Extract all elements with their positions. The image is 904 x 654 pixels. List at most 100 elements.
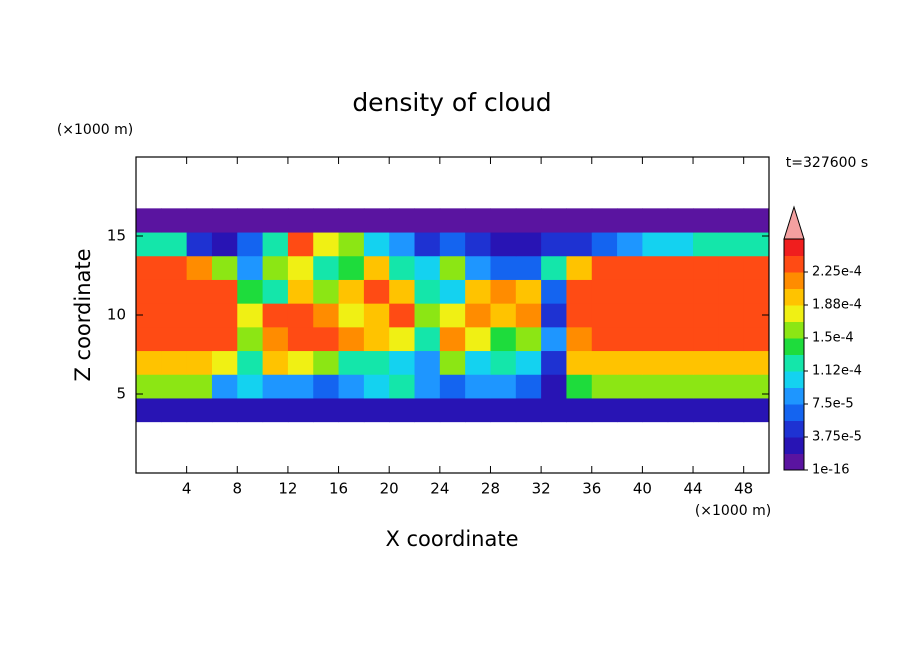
contour-cell (287, 303, 314, 328)
contour-cell (262, 397, 289, 423)
contour-cell (237, 326, 264, 352)
x-unit: (×1000 m) (695, 503, 771, 519)
contour-cell (693, 397, 719, 423)
contour-cell (566, 350, 593, 375)
contour-cell (465, 374, 491, 399)
colorbar-tick-label: 1e-16 (812, 463, 850, 478)
contour-cell (313, 279, 340, 304)
contour-cell (389, 208, 416, 233)
contour-cell (186, 279, 213, 304)
contour-cell (136, 350, 162, 375)
x-tick-label: 44 (683, 480, 702, 498)
contour-cell (465, 350, 491, 375)
contour-cell (389, 232, 416, 257)
contour-cell (743, 279, 770, 304)
contour-cell (515, 374, 542, 399)
contour-cell (693, 279, 719, 304)
contour-cell (287, 326, 314, 352)
contour-cell (237, 350, 264, 375)
contour-cell (237, 279, 264, 304)
colorbar-band (784, 420, 804, 438)
contour-cell (363, 374, 390, 399)
contour-cell (287, 232, 314, 257)
contour-cell (566, 232, 593, 257)
colorbar-band (784, 272, 804, 289)
contour-cell (439, 326, 466, 352)
contour-cell (136, 208, 162, 233)
contour-cell (515, 303, 542, 328)
contour-cell (693, 326, 719, 352)
contour-cell (161, 255, 188, 280)
contour-cell (490, 208, 517, 233)
contour-cell (718, 397, 745, 423)
contour-cell (211, 303, 238, 328)
time-label: t=327600 s (786, 155, 868, 171)
contour-cell (617, 397, 643, 423)
contour-cell (161, 208, 188, 233)
contour-cell (566, 326, 593, 352)
colorbar-band (784, 338, 804, 355)
contour-cell (338, 350, 365, 375)
contour-cell (693, 232, 719, 257)
contour-cell (693, 255, 719, 280)
contour-cell (591, 326, 618, 352)
contour-cell (591, 397, 618, 423)
y-tick-label: 5 (116, 385, 126, 403)
contour-cell (515, 350, 542, 375)
colorbar-frame (783, 238, 805, 471)
contour-cell (262, 326, 289, 352)
contour-cell (617, 374, 643, 399)
contour-cell (211, 232, 238, 257)
contour-cell (211, 397, 238, 423)
contour-cell (439, 232, 466, 257)
contour-cell (338, 397, 365, 423)
contour-cell (465, 326, 491, 352)
contour-cell (161, 279, 188, 304)
contour-cell (363, 279, 390, 304)
colorbar-band (784, 437, 804, 454)
contour-cell (617, 255, 643, 280)
contour-cell (667, 326, 694, 352)
contour-cell (541, 232, 567, 257)
contour-cell (566, 279, 593, 304)
contour-cell (617, 279, 643, 304)
contour-cell (439, 350, 466, 375)
contour-cell (439, 397, 466, 423)
contour-cell (591, 232, 618, 257)
contour-cell (414, 303, 441, 328)
contour-cell (718, 208, 745, 233)
contour-cell (718, 255, 745, 280)
contour-cell (389, 255, 416, 280)
contour-cell (262, 374, 289, 399)
contour-cell (439, 303, 466, 328)
contour-cell (667, 397, 694, 423)
x-tick-label: 36 (582, 480, 601, 498)
contour-cell (490, 397, 517, 423)
colorbar-band (784, 387, 804, 405)
contour-cell (566, 255, 593, 280)
contour-cell (617, 350, 643, 375)
contour-cell (718, 232, 745, 257)
contour-cell (389, 397, 416, 423)
colorbar-band (784, 255, 804, 273)
contour-cell (591, 255, 618, 280)
contour-cell (667, 279, 694, 304)
contour-cell (718, 303, 745, 328)
contour-cell (743, 374, 770, 399)
contour-cell (515, 208, 542, 233)
colorbar-tick-label: 3.75e-5 (812, 430, 862, 445)
contour-cell (414, 279, 441, 304)
contour-cell (363, 303, 390, 328)
contour-cell (667, 374, 694, 399)
contour-cell (465, 279, 491, 304)
x-tick-label: 20 (380, 480, 399, 498)
contour-cell (566, 208, 593, 233)
contour-cell (136, 326, 162, 352)
contour-cell (313, 303, 340, 328)
contour-cell (338, 232, 365, 257)
contour-cell (389, 303, 416, 328)
contour-cell (313, 374, 340, 399)
contour-cell (541, 397, 567, 423)
contour-cell (515, 232, 542, 257)
contour-cell (313, 208, 340, 233)
